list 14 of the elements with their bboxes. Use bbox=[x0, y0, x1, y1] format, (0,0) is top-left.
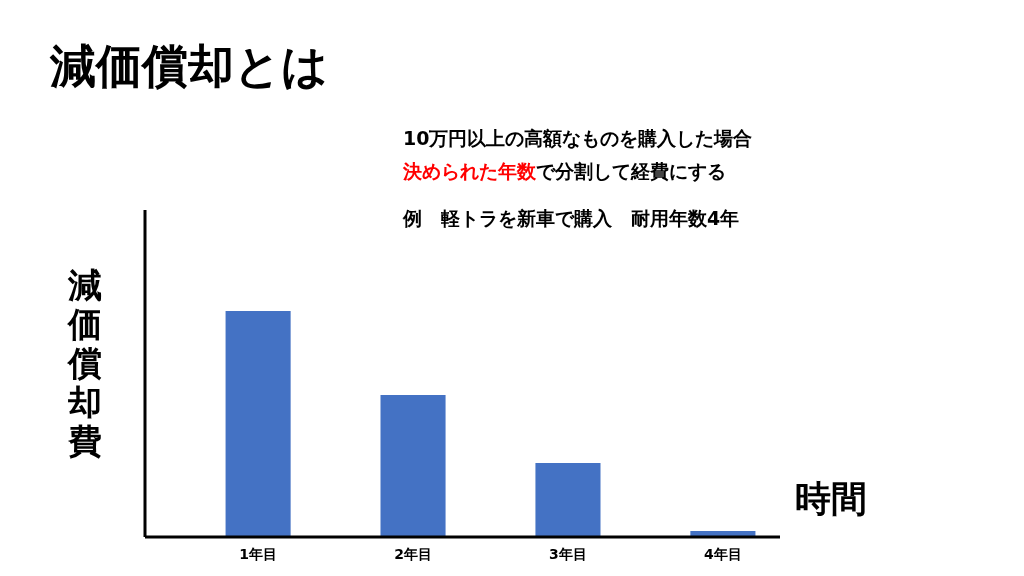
bar bbox=[535, 463, 601, 537]
x-axis-title: 時間 bbox=[795, 478, 867, 519]
text: 10万円以上の高額なものを購入した場合 bbox=[403, 127, 753, 149]
x-tick-label: 2年目 bbox=[394, 545, 432, 562]
x-tick-label: 1年目 bbox=[239, 545, 277, 562]
text: 例 軽トラを新車で購入 耐用年数4年 bbox=[402, 207, 740, 229]
y-axis-title: 減価償却費 bbox=[66, 265, 102, 462]
bar bbox=[380, 395, 446, 537]
text: で分割して経費にする bbox=[536, 160, 726, 182]
chart-title: 減価償却とは bbox=[49, 39, 328, 93]
x-tick-label: 3年目 bbox=[549, 545, 587, 562]
bar bbox=[225, 311, 291, 537]
text: 決められた年数 bbox=[402, 160, 537, 182]
x-tick-label: 4年目 bbox=[704, 545, 742, 562]
